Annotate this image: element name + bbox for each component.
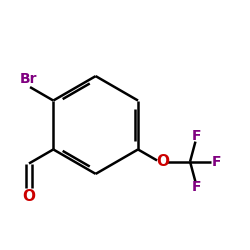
Text: Br: Br [20,72,38,86]
Text: O: O [22,189,36,204]
Text: F: F [192,180,202,194]
Text: F: F [212,155,222,169]
Text: F: F [192,129,202,143]
Text: O: O [156,154,169,169]
